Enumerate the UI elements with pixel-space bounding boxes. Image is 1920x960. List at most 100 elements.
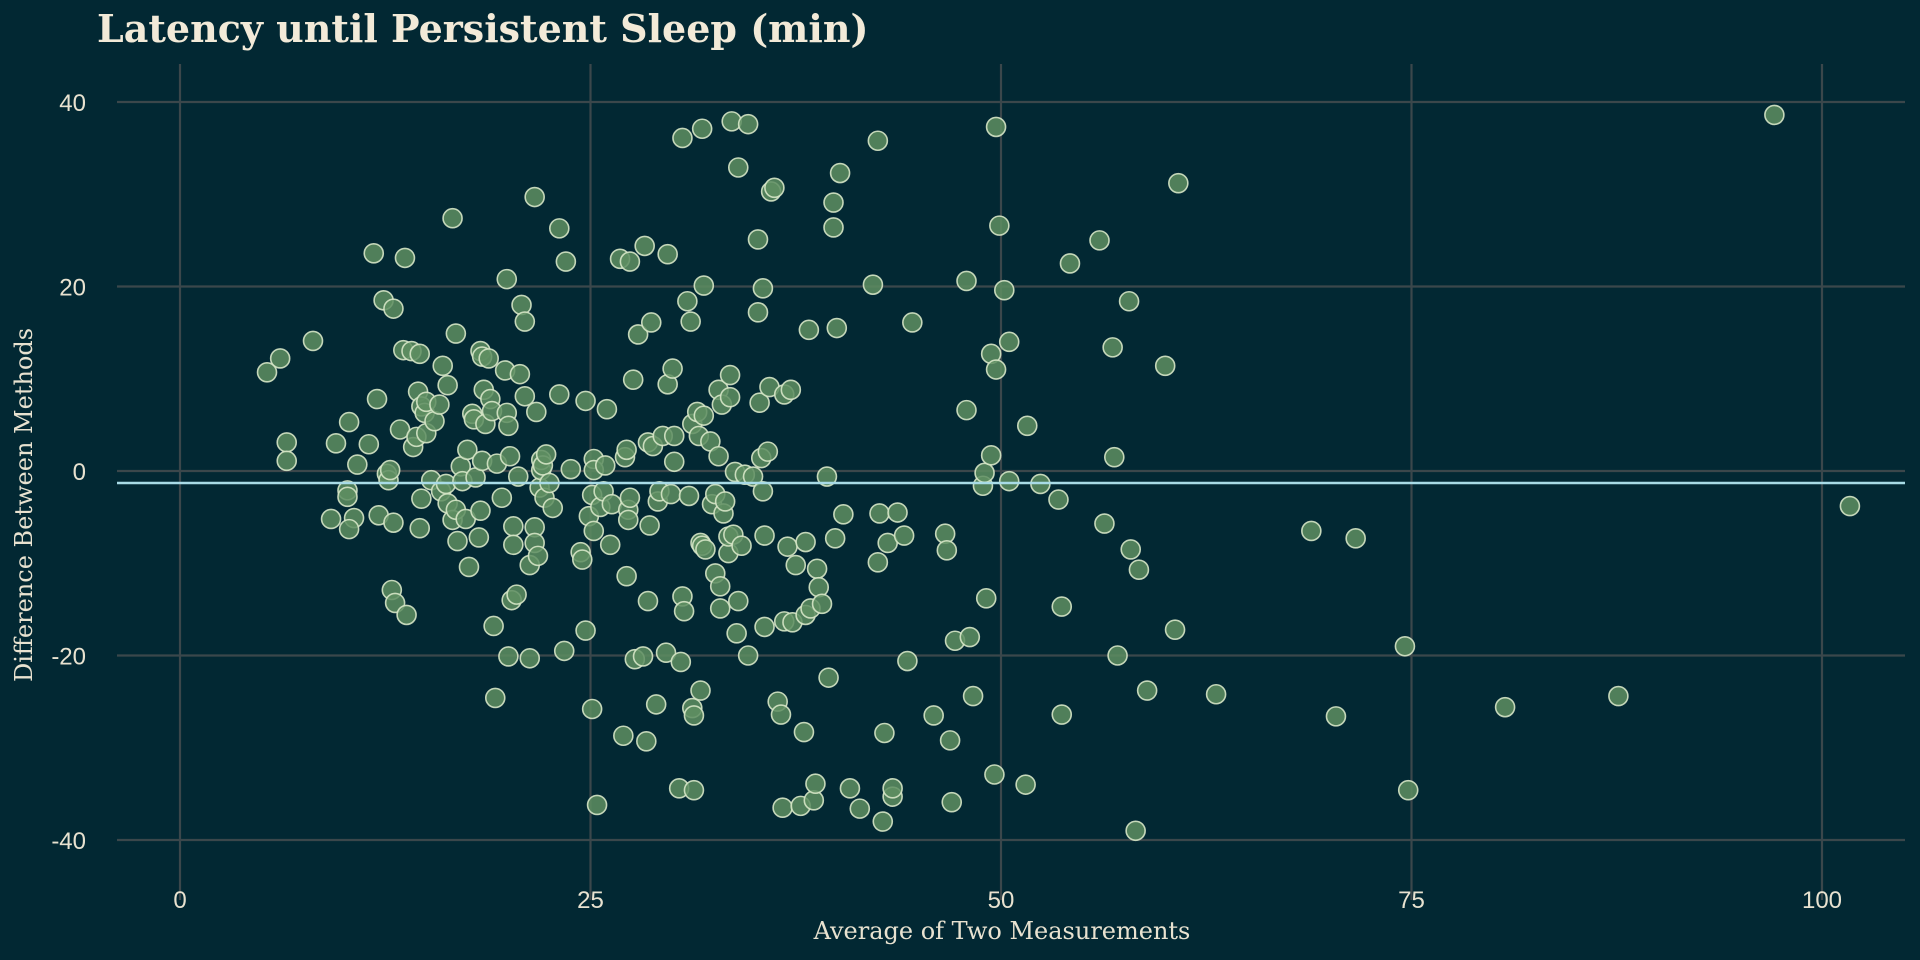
data-point-263 — [939, 730, 961, 751]
data-point-267 — [956, 399, 977, 421]
x-tick-label-50: 50 — [988, 887, 1015, 914]
data-point-4 — [302, 330, 324, 352]
data-point-168 — [683, 705, 705, 726]
data-point-213 — [757, 441, 779, 462]
data-point-309 — [1608, 685, 1629, 707]
data-point-269 — [962, 685, 984, 707]
data-point-33 — [409, 343, 431, 365]
data-point-152 — [657, 243, 678, 265]
data-point-186 — [709, 598, 731, 619]
x-tick-label-25: 25 — [577, 887, 604, 914]
data-point-177 — [693, 275, 715, 296]
data-point-199 — [727, 590, 749, 612]
data-point-245 — [839, 778, 861, 799]
data-point-257 — [893, 525, 915, 546]
data-point-236 — [811, 593, 833, 615]
data-point-291 — [1102, 337, 1123, 358]
data-point-135 — [619, 487, 641, 509]
data-point-238 — [818, 667, 839, 688]
data-point-262 — [936, 540, 958, 561]
data-point-71 — [483, 615, 504, 637]
data-point-202 — [737, 113, 759, 135]
y-tick-label-0: 0 — [73, 459, 86, 486]
data-point-68 — [478, 348, 499, 369]
data-point-142 — [637, 590, 659, 612]
data-point-205 — [747, 229, 769, 250]
data-point-157 — [663, 425, 685, 447]
data-point-22 — [383, 512, 404, 533]
data-point-235 — [808, 576, 830, 598]
data-point-305 — [1345, 528, 1366, 549]
data-point-35 — [411, 488, 432, 509]
data-point-244 — [833, 504, 854, 525]
data-point-88 — [514, 311, 536, 332]
data-point-259 — [902, 312, 923, 333]
data-point-294 — [1118, 290, 1140, 312]
data-point-222 — [777, 536, 798, 557]
data-point-2 — [276, 432, 298, 453]
data-point-13 — [358, 433, 380, 455]
data-point-80 — [499, 445, 521, 467]
x-axis-label: Average of Two Measurements — [813, 917, 1191, 945]
data-point-206 — [747, 302, 769, 323]
data-point-24 — [383, 298, 404, 319]
data-point-15 — [366, 388, 388, 410]
data-point-293 — [1107, 645, 1128, 666]
data-point-108 — [555, 251, 577, 272]
data-point-247 — [862, 274, 884, 295]
data-point-266 — [956, 270, 977, 292]
data-point-144 — [639, 515, 660, 536]
data-point-151 — [655, 642, 677, 664]
data-point-56 — [457, 439, 478, 461]
data-point-185 — [709, 576, 731, 597]
data-point-279 — [993, 279, 1015, 301]
data-point-1 — [269, 348, 291, 369]
data-point-72 — [484, 687, 506, 709]
data-point-310 — [1764, 104, 1785, 126]
data-point-299 — [1154, 355, 1176, 377]
data-point-164 — [678, 485, 700, 507]
data-point-243 — [829, 162, 851, 184]
data-point-255 — [882, 778, 903, 799]
y-axis-label: Difference Between Methods — [10, 328, 38, 682]
data-point-82 — [503, 516, 524, 537]
data-point-77 — [496, 268, 518, 290]
data-point-169 — [683, 779, 705, 801]
data-point-47 — [437, 374, 458, 396]
data-point-246 — [849, 798, 871, 819]
data-point-216 — [764, 177, 785, 199]
data-point-159 — [670, 651, 692, 673]
data-point-212 — [754, 616, 775, 638]
data-point-95 — [526, 401, 547, 423]
y-tick-label--20: -20 — [51, 644, 86, 671]
data-point-83 — [503, 534, 524, 556]
data-point-250 — [869, 503, 890, 524]
data-point-136 — [622, 369, 644, 390]
data-point-124 — [596, 398, 618, 420]
data-point-162 — [673, 600, 695, 622]
data-point-105 — [549, 384, 570, 405]
data-point-285 — [1048, 489, 1069, 510]
data-point-112 — [575, 390, 596, 412]
data-point-276 — [985, 359, 1007, 380]
x-tick-label-100: 100 — [1802, 887, 1842, 914]
data-point-86 — [509, 363, 531, 385]
data-point-241 — [824, 528, 846, 549]
data-point-225 — [785, 554, 807, 576]
data-point-203 — [737, 645, 759, 666]
data-point-297 — [1128, 559, 1150, 581]
data-point-204 — [742, 466, 764, 487]
data-point-20 — [379, 459, 401, 481]
data-point-87 — [511, 294, 532, 316]
data-point-106 — [549, 218, 570, 239]
data-point-61 — [468, 527, 490, 548]
data-point-209 — [752, 278, 774, 299]
data-point-160 — [672, 127, 693, 149]
data-point-131 — [616, 439, 637, 461]
data-point-165 — [680, 311, 701, 332]
data-point-3 — [276, 450, 298, 472]
data-point-248 — [867, 130, 889, 152]
data-point-282 — [1015, 774, 1036, 795]
data-point-233 — [805, 773, 826, 795]
